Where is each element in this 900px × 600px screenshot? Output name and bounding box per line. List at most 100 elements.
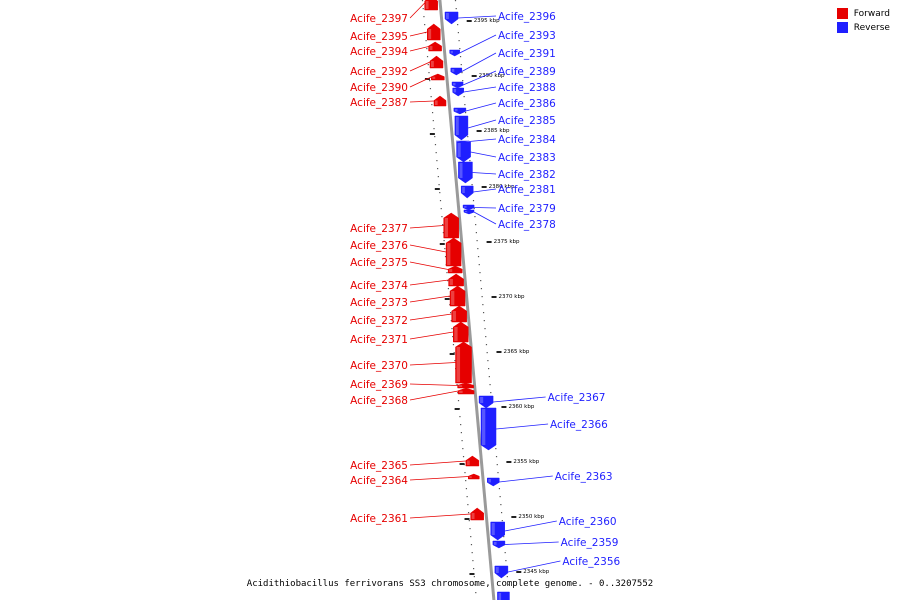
gene-arrow-shape	[453, 107, 467, 115]
gene-arrow-highlight	[482, 409, 486, 445]
scale-tick	[476, 130, 482, 132]
guide-dot	[447, 288, 450, 290]
guide-dot	[467, 512, 470, 514]
gene-arrow-shape	[465, 455, 480, 467]
guide-dot	[486, 352, 488, 354]
scale-tick	[516, 571, 522, 573]
forward-gene-arrow	[455, 341, 472, 384]
gene-arrow-highlight	[454, 109, 458, 112]
reverse-gene-label: Acife_2389	[498, 66, 556, 78]
forward-gene-label: Acife_2394	[350, 46, 408, 58]
reverse-gene-arrow	[478, 395, 494, 409]
guide-dot	[499, 496, 501, 498]
reverse-gene-arrow	[456, 141, 471, 163]
guide-dot	[506, 576, 508, 578]
scale-tick-label: 2355 kbp	[513, 459, 539, 465]
gene-arrow-shape	[444, 11, 459, 25]
guide-dot	[429, 80, 431, 82]
guide-dot	[457, 24, 459, 26]
reverse-gene-label: Acife_2391	[498, 48, 556, 60]
gene-arrow-shape	[443, 212, 459, 239]
reverse-gene-label: Acife_2379	[498, 203, 556, 215]
gene-leader-line	[470, 151, 497, 158]
reverse-gene-arrow	[454, 115, 469, 141]
gene-leader-line	[495, 423, 549, 430]
guide-dot	[448, 296, 450, 298]
guide-dot	[474, 216, 476, 218]
forward-gene-label: Acife_2392	[350, 66, 408, 78]
guide-dot	[435, 152, 437, 154]
gene-arrow-highlight	[446, 13, 449, 19]
gene-leader-line	[409, 383, 458, 386]
gene-leader-line	[409, 313, 452, 321]
gene-leader-line	[409, 295, 451, 303]
guide-dot	[441, 216, 443, 218]
gene-arrow-shape	[455, 341, 472, 384]
guide-dot	[475, 224, 477, 226]
gene-arrow-highlight	[480, 397, 484, 403]
reverse-gene-arrow	[451, 81, 464, 89]
gene-arrow-shape	[456, 141, 471, 163]
gene-arrow-highlight	[432, 76, 436, 79]
forward-gene-label: Acife_2373	[350, 297, 408, 309]
forward-gene-label: Acife_2390	[350, 82, 408, 94]
gene-arrow-shape	[492, 540, 506, 549]
forward-gene-arrow	[453, 321, 469, 343]
forward-gene-label: Acife_2374	[350, 280, 408, 292]
guide-dot	[505, 560, 507, 562]
guide-dot	[426, 48, 428, 50]
gene-arrow-highlight	[449, 279, 453, 285]
forward-gene-arrow	[429, 55, 444, 69]
reverse-gene-label: Acife_2367	[548, 392, 606, 404]
guide-dot	[439, 200, 442, 202]
guide-dot	[473, 208, 475, 210]
guide-dot	[437, 176, 439, 178]
track-dash	[449, 353, 455, 355]
guide-dot	[470, 536, 472, 538]
guide-dot	[469, 160, 471, 162]
guide-dot	[495, 456, 498, 458]
gene-arrow-highlight	[462, 187, 465, 193]
guide-dot	[495, 448, 497, 450]
forward-gene-label: Acife_2377	[350, 223, 408, 235]
gene-arrow-shape	[462, 204, 475, 211]
guide-dot	[442, 232, 444, 234]
forward-gene-label: Acife_2364	[350, 475, 408, 487]
guide-dot	[501, 520, 503, 522]
guide-dot	[454, 360, 456, 362]
legend: Forward Reverse	[836, 8, 890, 36]
guide-dot	[481, 296, 483, 298]
gene-arrow-shape	[453, 321, 469, 343]
guide-dot	[453, 352, 455, 354]
gene-leader-line	[472, 172, 497, 175]
guide-dot	[479, 272, 481, 274]
gene-leader-line	[409, 331, 454, 340]
guide-dot	[431, 112, 434, 114]
guide-dot	[464, 472, 466, 474]
track-dash	[444, 298, 450, 300]
guide-dot	[475, 232, 477, 234]
gene-arrow-shape	[458, 161, 473, 184]
gene-arrow-shape	[429, 55, 444, 69]
guide-dot	[459, 416, 461, 418]
forward-gene-arrow	[424, 0, 438, 11]
reverse-gene-arrow	[463, 209, 475, 215]
forward-gene-label: Acife_2370	[350, 360, 408, 372]
guide-dot	[460, 64, 462, 66]
forward-gene-arrow	[470, 507, 484, 521]
gene-arrow-highlight	[458, 385, 463, 387]
forward-gene-arrow	[468, 473, 480, 480]
guide-dot	[484, 328, 486, 330]
legend-label-reverse: Reverse	[853, 22, 890, 33]
reverse-gene-arrow	[449, 49, 460, 57]
guide-dot	[452, 336, 454, 338]
gene-arrow-highlight	[425, 1, 429, 9]
guide-dot	[480, 288, 483, 290]
forward-gene-arrow	[447, 265, 463, 274]
guide-dot	[500, 512, 503, 514]
guide-dot	[472, 200, 475, 202]
guide-dot	[503, 536, 505, 538]
gene-leader-line	[409, 390, 459, 401]
guide-dot	[475, 592, 477, 594]
forward-gene-label: Acife_2365	[350, 460, 408, 472]
